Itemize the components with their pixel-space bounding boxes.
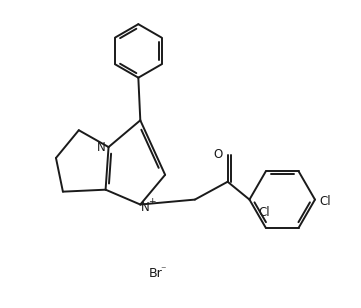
Text: Cl: Cl	[258, 206, 270, 219]
Text: Cl: Cl	[319, 195, 331, 208]
Text: +: +	[148, 197, 156, 206]
Text: ⁻: ⁻	[160, 265, 166, 275]
Text: O: O	[213, 148, 222, 160]
Text: Br: Br	[148, 267, 162, 280]
Text: N: N	[141, 201, 150, 214]
Text: N: N	[97, 140, 106, 154]
